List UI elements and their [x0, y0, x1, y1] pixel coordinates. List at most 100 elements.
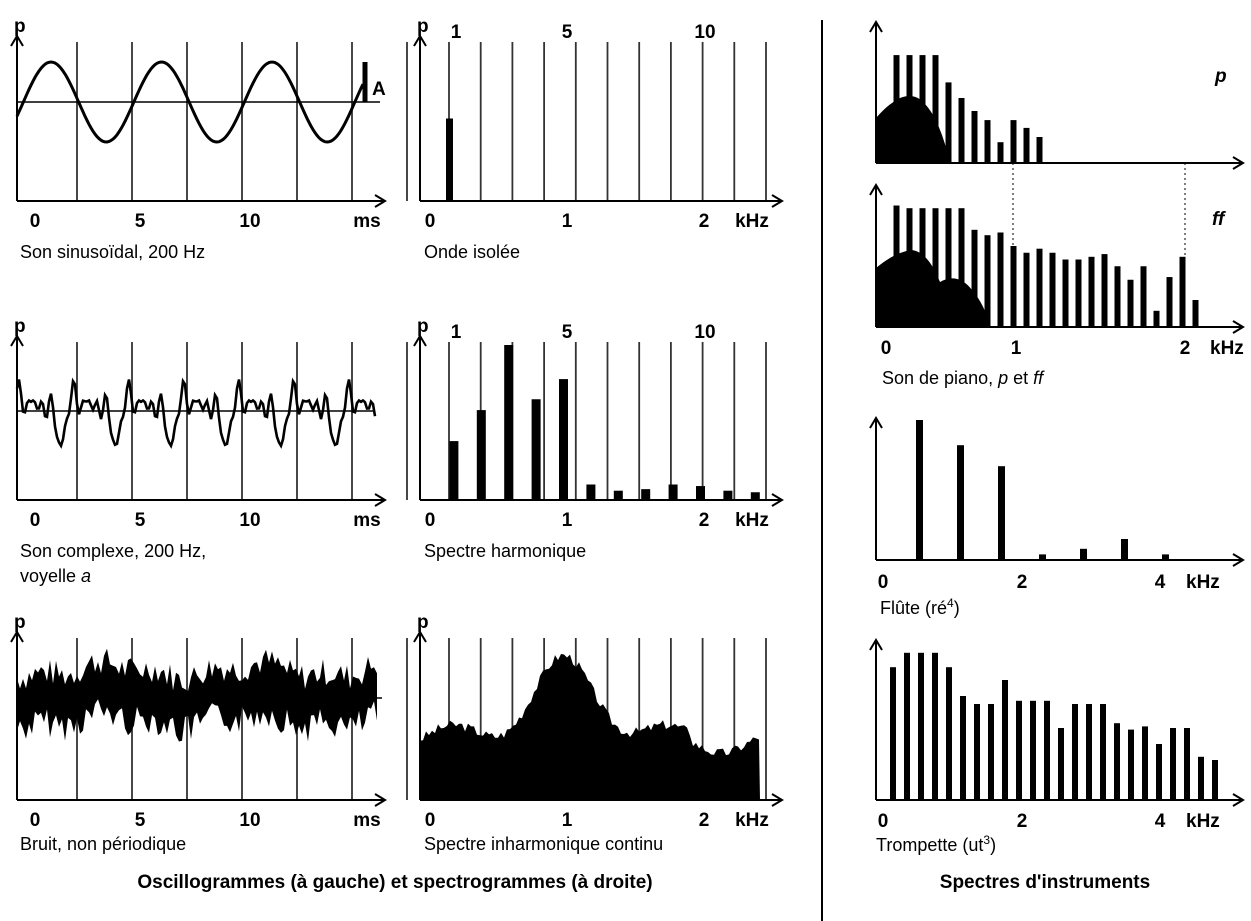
piano-ff-bar [1179, 256, 1186, 327]
trumpet-bar [1002, 680, 1008, 800]
harmonic-xtick: 0 [425, 510, 436, 531]
noise-wave [17, 648, 377, 742]
sine-xtick: 0 [30, 211, 41, 232]
piano-ff-bar [1101, 254, 1108, 327]
trumpet-y-arrow [869, 638, 883, 651]
continuous-y-arrow [413, 630, 427, 643]
piano-p-bar [1010, 120, 1017, 163]
isolated-xtick: 0 [425, 211, 436, 232]
noise-caption: Bruit, non périodique [20, 834, 186, 854]
trumpet-x-arrow [1232, 793, 1245, 807]
harmonic-harmonic-label: 10 [694, 322, 715, 343]
piano-ff-bar [945, 208, 952, 327]
piano-p-bar [932, 55, 939, 163]
flute-bar [1080, 548, 1087, 560]
piano-ff-bar [1127, 279, 1134, 327]
piano-p-bar [997, 142, 1004, 163]
sine-caption: Son sinusoïdal, 200 Hz [20, 242, 205, 262]
complex-wave [15, 377, 377, 449]
trumpet-xtick: 2 [1017, 811, 1028, 832]
trumpet-xtick: 4 [1155, 811, 1166, 832]
flute-xtick: 0 [878, 572, 889, 593]
harmonic-bar [476, 410, 486, 500]
piano-ff-bar [1036, 248, 1043, 327]
continuous-x-arrow [771, 793, 784, 807]
piano-ff-bar [958, 208, 965, 327]
harmonic-bar [449, 441, 459, 500]
harmonic-x-arrow [771, 493, 784, 507]
isolated-harmonic-label: 5 [562, 22, 573, 43]
harmonic-harmonic-label: 5 [562, 322, 573, 343]
trumpet-bar [1016, 700, 1022, 800]
left-footer: Oscillogrammes (à gauche) et spectrogram… [137, 872, 652, 893]
piano-p-bar [971, 111, 978, 163]
flute-bar [916, 420, 923, 560]
flute-bar [1162, 554, 1169, 560]
trumpet-bar [918, 652, 924, 800]
flute-caption-sup: 4 [947, 596, 954, 610]
harmonic-y-label: p [417, 316, 429, 337]
complex-caption-2: voyelle a [20, 566, 91, 586]
harmonic-caption: Spectre harmonique [424, 541, 586, 561]
trumpet-caption-sup: 3 [983, 833, 990, 847]
isolated-y-arrow [413, 34, 427, 47]
trumpet-bar [1198, 756, 1204, 800]
harmonic-bar [668, 484, 678, 500]
sine-xtick: 5 [135, 211, 146, 232]
continuous-xtick: 1 [562, 810, 573, 831]
piano-ff-bar [893, 205, 900, 327]
trumpet-bar [904, 652, 910, 800]
amplitude-label: A [372, 79, 386, 100]
trumpet-bar [1058, 728, 1064, 800]
trumpet-bar [1212, 760, 1218, 800]
piano-p-bar [984, 120, 991, 163]
trumpet-caption: Trompette (ut3) [876, 833, 996, 855]
flute-bar [1121, 539, 1128, 560]
piano-ff-bar [971, 229, 978, 327]
trumpet-xtick: 0 [878, 811, 889, 832]
noise-x-arrow [374, 793, 387, 807]
piano-p-x-arrow [1232, 156, 1245, 170]
trumpet-caption-end: ) [990, 835, 996, 855]
trumpet-bar [932, 652, 938, 800]
isolated-harmonic-label: 10 [694, 22, 715, 43]
harmonic-bar [586, 484, 596, 500]
flute-xtick: 4 [1155, 572, 1166, 593]
trumpet-bar [946, 667, 952, 800]
flute-bar [998, 466, 1005, 560]
harmonic-bar [613, 490, 623, 500]
piano-p-bar [893, 55, 900, 163]
continuous-y-label: p [417, 612, 429, 633]
trumpet-bar [1156, 744, 1162, 800]
isolated-xunit: kHz [735, 211, 769, 232]
trumpet-bar [1142, 726, 1148, 800]
piano-ff-bar [1088, 256, 1095, 327]
continuous-caption: Spectre inharmonique continu [424, 834, 663, 854]
piano-p-bar [958, 98, 965, 163]
trumpet-bar [960, 696, 966, 800]
sine-x-arrow [374, 194, 387, 208]
complex-y-label: p [14, 316, 26, 337]
harmonic-bar [559, 379, 568, 500]
piano-ff-bar [1153, 310, 1160, 327]
isolated-x-arrow [771, 194, 784, 208]
piano-ff-bar [1075, 259, 1082, 327]
piano-ff-bar [1062, 259, 1069, 327]
piano-xunit: kHz [1210, 338, 1244, 359]
continuous-xtick: 2 [699, 810, 710, 831]
harmonic-y-arrow [413, 334, 427, 347]
harmonic-harmonic-label: 1 [451, 322, 462, 343]
piano-p-bar [1036, 137, 1043, 163]
piano-p-envelope [876, 96, 950, 163]
piano-ff-label: ff [1212, 209, 1226, 230]
piano-ff-bar [1166, 277, 1173, 327]
complex-y-arrow [10, 334, 24, 347]
trumpet-bar [1128, 729, 1134, 800]
harmonic-xtick: 1 [562, 510, 573, 531]
harmonic-bar [641, 489, 651, 500]
isolated-bar [446, 118, 453, 201]
piano-ff-bar [1192, 300, 1199, 327]
sine-xunit: ms [353, 211, 380, 232]
piano-ff-bar [919, 208, 926, 327]
flute-bar [1039, 554, 1046, 560]
